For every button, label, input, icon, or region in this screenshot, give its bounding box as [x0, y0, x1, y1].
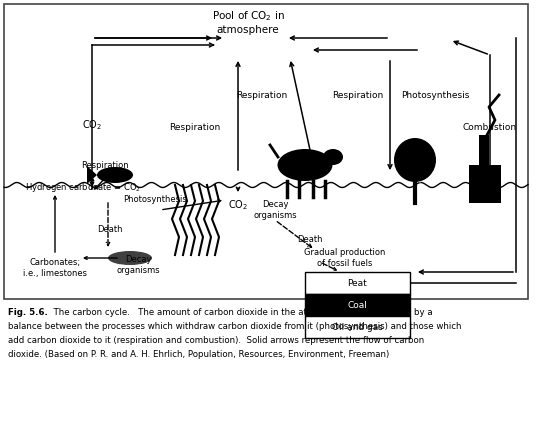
Text: Respiration: Respiration: [81, 160, 129, 169]
Text: Photosynthesis: Photosynthesis: [401, 90, 469, 99]
Text: Combustion: Combustion: [463, 124, 517, 133]
Text: Decay
organisms: Decay organisms: [253, 200, 297, 220]
Bar: [4, 4, 528, 299]
Text: Decay
organisms: Decay organisms: [116, 255, 160, 275]
Text: Carbonates;
i.e., limestones: Carbonates; i.e., limestones: [23, 258, 87, 278]
Text: dioxide. (Based on P. R. and A. H. Ehrlich, Population, Resources, Environment, : dioxide. (Based on P. R. and A. H. Ehrli…: [8, 350, 389, 359]
Text: Fig. 5.6.: Fig. 5.6.: [8, 308, 48, 317]
Text: Hydrogen carbonate ≡ CO$_2$: Hydrogen carbonate ≡ CO$_2$: [25, 181, 141, 194]
Bar: [469, 165, 501, 203]
Text: Coal: Coal: [347, 301, 368, 310]
Text: Photosynthesis: Photosynthesis: [123, 195, 187, 204]
Ellipse shape: [278, 149, 332, 181]
Text: Respiration: Respiration: [332, 90, 384, 99]
Bar: [479, 135, 489, 167]
Text: Pool of CO$_2$ in
atmosphere: Pool of CO$_2$ in atmosphere: [212, 9, 285, 34]
Ellipse shape: [97, 167, 133, 183]
Text: Death: Death: [97, 225, 123, 234]
Text: add carbon dioxide to it (respiration and combustion).  Solid arrows represent t: add carbon dioxide to it (respiration an…: [8, 336, 425, 345]
Ellipse shape: [394, 138, 436, 182]
Ellipse shape: [108, 251, 152, 265]
Text: CO$_2$: CO$_2$: [82, 118, 102, 132]
Text: Respiration: Respiration: [169, 124, 221, 133]
Bar: [305, 294, 410, 316]
Bar: [305, 316, 410, 338]
Text: Gradual production
of fossil fuels: Gradual production of fossil fuels: [304, 248, 386, 268]
Bar: [305, 272, 410, 294]
Text: Respiration: Respiration: [236, 90, 288, 99]
Text: balance between the processes which withdraw carbon dioxide from it (photosynthe: balance between the processes which with…: [8, 322, 461, 331]
Text: Death: Death: [297, 236, 323, 245]
Text: The carbon cycle.   The amount of carbon dioxide in the atmosphere is maintained: The carbon cycle. The amount of carbon d…: [48, 308, 433, 317]
Text: CO$_2$: CO$_2$: [228, 198, 248, 212]
Text: Oil and gas: Oil and gas: [332, 323, 383, 332]
Polygon shape: [87, 166, 97, 184]
Ellipse shape: [323, 149, 343, 165]
Text: Peat: Peat: [348, 279, 367, 288]
